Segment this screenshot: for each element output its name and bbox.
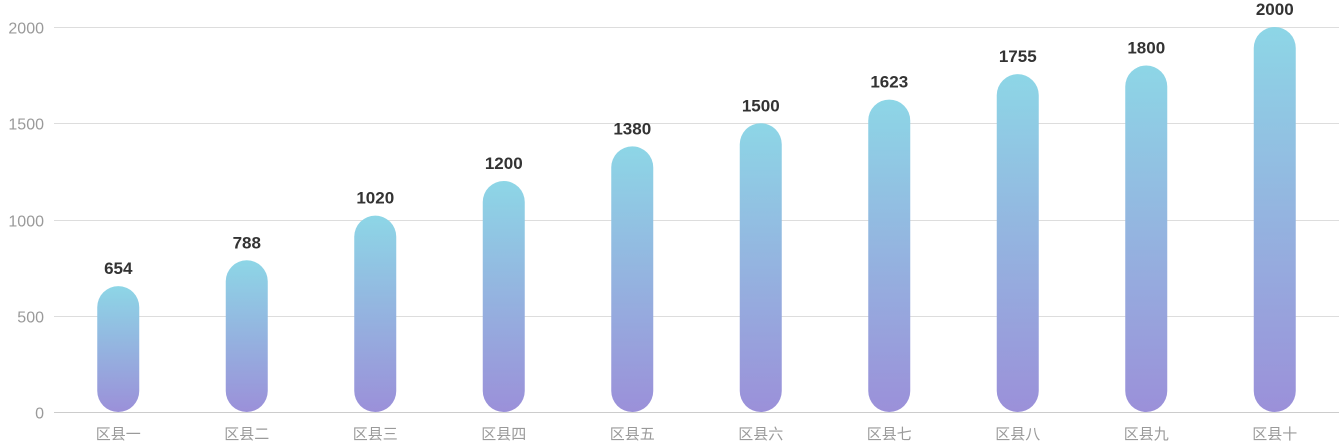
- bar-value-label: 1200: [485, 154, 523, 173]
- bar: [1253, 27, 1296, 412]
- bar: [1125, 65, 1168, 412]
- bar: [354, 215, 397, 412]
- x-tick-label: 区县六: [738, 425, 783, 443]
- grid-lines: [54, 27, 1339, 413]
- x-axis-ticks: 区县一 区县二 区县三 区县四 区县五 区县六 区县七 区县八 区县九 区县十: [96, 425, 1298, 443]
- x-tick-label: 区县十: [1252, 425, 1297, 443]
- bar: [739, 123, 782, 412]
- bar-value-label: 1623: [870, 73, 908, 92]
- y-tick-label: 1000: [8, 214, 44, 231]
- x-tick-label: 区县五: [610, 425, 655, 443]
- bar: [868, 99, 911, 412]
- x-tick-label: 区县七: [867, 425, 912, 443]
- bar: [996, 74, 1039, 412]
- bar-value-label: 1020: [356, 189, 394, 208]
- bar: [482, 181, 525, 412]
- bar-value-label: 1800: [1127, 39, 1165, 58]
- data-labels: 654 788 1020 1200 1380 1500 1623 1755 1800 2000: [104, 0, 1294, 278]
- x-tick-label: 区县九: [1124, 425, 1169, 443]
- x-tick-label: 区县八: [995, 425, 1040, 443]
- bar-value-label: 1500: [742, 96, 780, 115]
- bar: [97, 286, 140, 412]
- y-tick-label: 1500: [8, 117, 44, 134]
- bar-value-label: 1380: [613, 119, 651, 138]
- y-tick-label: 2000: [8, 21, 44, 38]
- y-tick-label: 0: [35, 406, 44, 423]
- bars: [97, 27, 1296, 412]
- bar-value-label: 2000: [1256, 0, 1294, 19]
- x-tick-label: 区县四: [481, 425, 526, 443]
- bar: [611, 146, 654, 412]
- bar-value-label: 654: [104, 259, 133, 278]
- x-tick-label: 区县二: [224, 425, 269, 443]
- x-tick-label: 区县三: [353, 425, 398, 443]
- bar: [225, 260, 268, 412]
- bar-value-label: 788: [233, 233, 261, 252]
- y-axis-ticks: 0 500 1000 1500 2000: [8, 21, 44, 423]
- x-tick-label: 区县一: [96, 425, 141, 443]
- bar-value-label: 1755: [999, 47, 1037, 66]
- y-tick-label: 500: [17, 310, 44, 327]
